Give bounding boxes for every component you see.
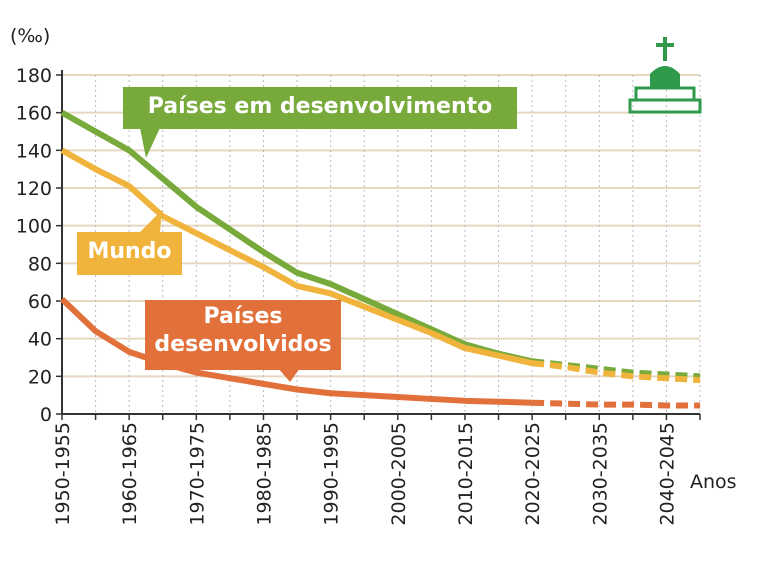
x-tick-label: 1980-1985 [253, 422, 275, 526]
y-tick-label: 180 [16, 65, 52, 87]
y-tick-label: 0 [40, 404, 52, 426]
x-tick-label: 2020-2025 [522, 422, 544, 526]
series-line [60, 147, 533, 367]
x-tick-label: 2030-2035 [589, 422, 611, 526]
label-pointer [278, 368, 300, 382]
x-axis-label: Anos [690, 471, 737, 493]
y-tick-label: 120 [16, 178, 52, 200]
y-tick-label: 140 [16, 140, 52, 162]
series-line [532, 399, 700, 409]
label-pointer [140, 210, 162, 232]
series-line [531, 360, 701, 384]
series-label: Países em desenvolvimento [123, 87, 517, 129]
y-tick-label: 60 [28, 291, 52, 313]
x-tick-label: 2040-2045 [656, 422, 678, 526]
y-tick-label: 100 [16, 216, 52, 238]
y-tick-label: 160 [16, 103, 52, 125]
x-tick-label: 1990-1995 [321, 422, 343, 526]
series-line [60, 110, 533, 365]
y-tick-label: 40 [28, 329, 52, 351]
label-pointer [140, 128, 160, 158]
y-unit: (‰) [10, 25, 50, 47]
y-tick-label: 20 [28, 366, 52, 388]
x-tick-label: 2000-2005 [388, 422, 410, 526]
x-tick-label: 1960-1965 [119, 422, 141, 526]
x-tick-label: 1950-1955 [52, 422, 74, 526]
series-label: Países desenvolvidos [145, 300, 341, 370]
series-line [59, 296, 533, 406]
tomb-icon [628, 37, 702, 114]
series-label: Mundo [77, 232, 182, 275]
x-tick-label: 2010-2015 [455, 422, 477, 526]
y-tick-label: 80 [28, 253, 52, 275]
x-tick-label: 1970-1975 [186, 422, 208, 526]
